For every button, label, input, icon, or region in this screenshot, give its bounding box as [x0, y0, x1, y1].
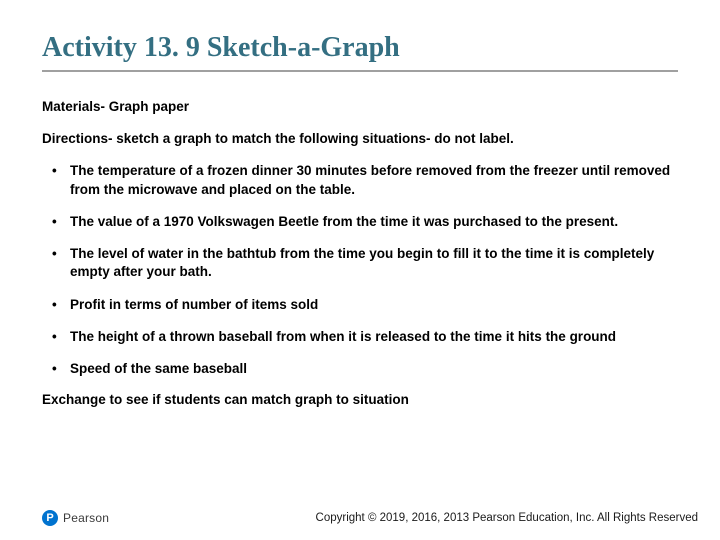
brand-logo-icon: P [42, 510, 58, 526]
slide-title: Activity 13. 9 Sketch-a-Graph [42, 32, 678, 72]
exchange-line: Exchange to see if students can match gr… [42, 392, 678, 407]
list-item: The height of a thrown baseball from whe… [42, 328, 678, 346]
materials-line: Materials- Graph paper [42, 98, 678, 116]
list-item: Profit in terms of number of items sold [42, 296, 678, 314]
list-item: The level of water in the bathtub from t… [42, 245, 678, 281]
slide-container: Activity 13. 9 Sketch-a-Graph Materials-… [0, 0, 720, 540]
copyright-text: Copyright © 2019, 2016, 2013 Pearson Edu… [316, 512, 698, 524]
brand-name: Pearson [63, 511, 109, 525]
bullet-list: The temperature of a frozen dinner 30 mi… [42, 162, 678, 378]
footer: P Pearson Copyright © 2019, 2016, 2013 P… [0, 506, 720, 530]
list-item: The value of a 1970 Volkswagen Beetle fr… [42, 213, 678, 231]
list-item: The temperature of a frozen dinner 30 mi… [42, 162, 678, 198]
brand-logo-letter: P [46, 512, 53, 524]
brand: P Pearson [42, 510, 109, 526]
list-item: Speed of the same baseball [42, 360, 678, 378]
directions-line: Directions- sketch a graph to match the … [42, 130, 678, 148]
